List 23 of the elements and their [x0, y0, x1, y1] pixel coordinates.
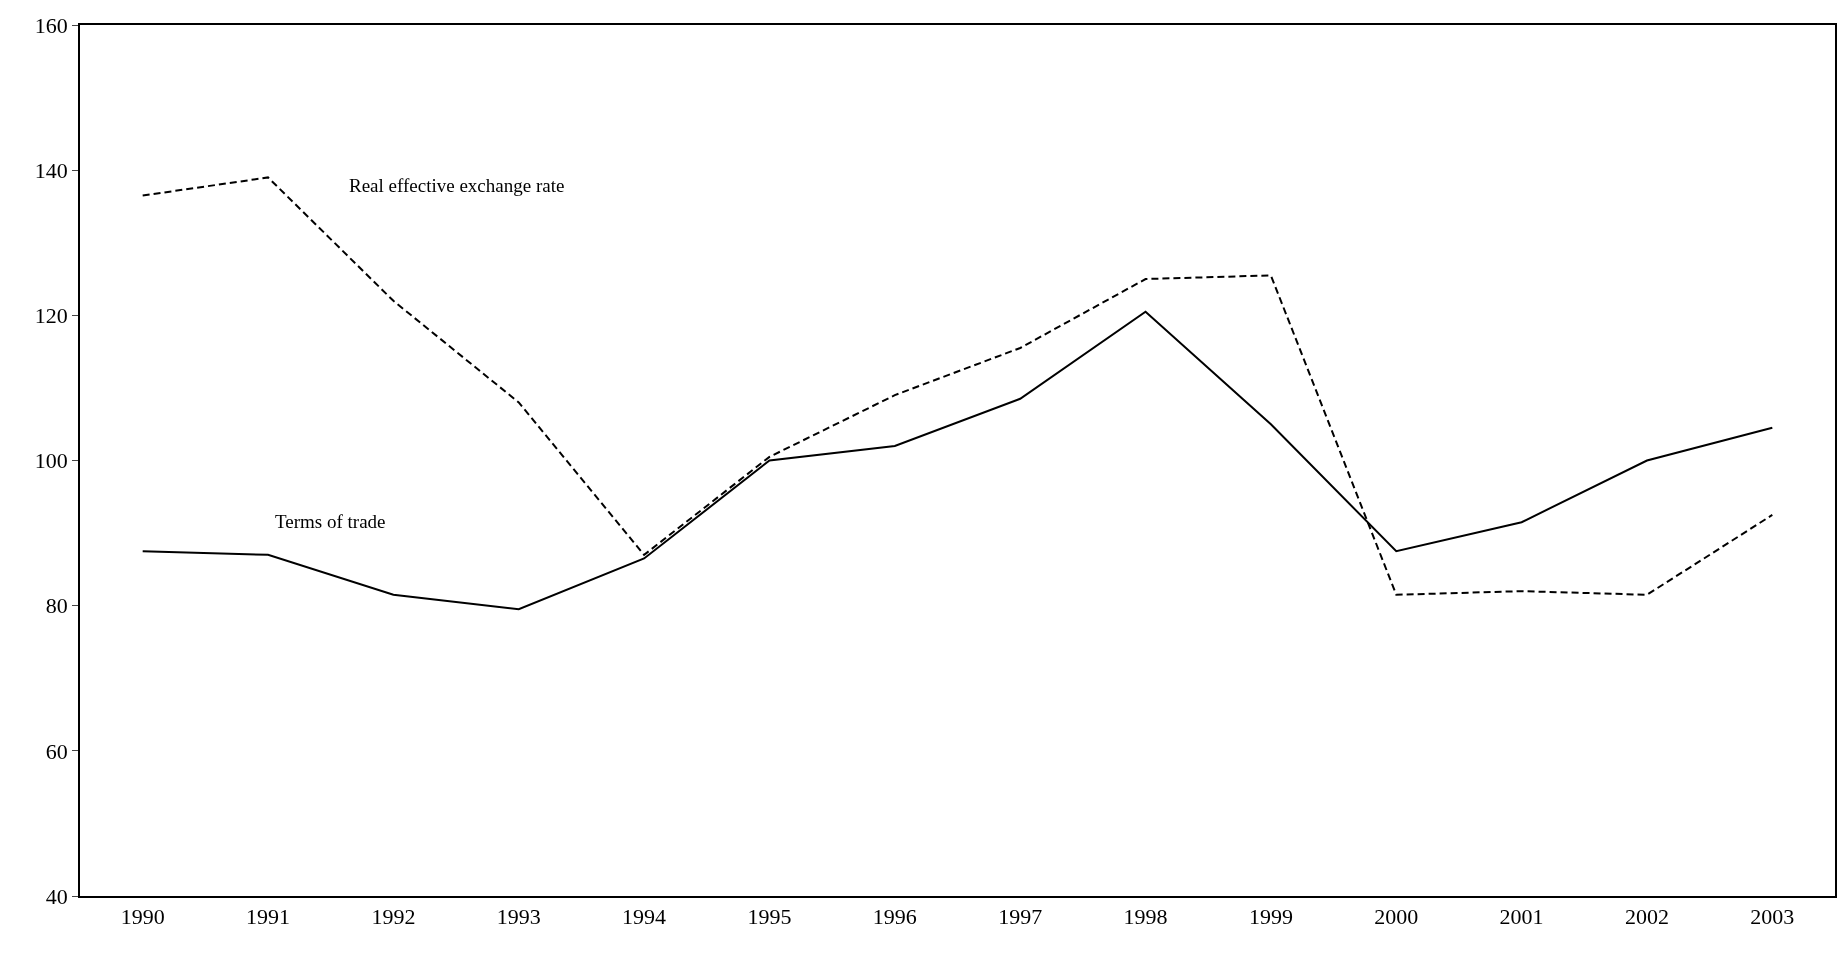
- x-tick-label: 1995: [747, 904, 792, 930]
- x-tick-label: 2001: [1499, 904, 1544, 930]
- series-label: Terms of trade: [275, 511, 386, 532]
- y-tick-label: 120: [34, 303, 68, 329]
- y-tick-label: 80: [45, 593, 68, 619]
- x-tick-label: 2000: [1374, 904, 1419, 930]
- x-tick-label: 1991: [246, 904, 291, 930]
- x-tick-label: 1992: [371, 904, 416, 930]
- text: Real effective exchange rate: [349, 175, 565, 196]
- x-tick-label: 1998: [1123, 904, 1168, 930]
- x-tick-label: 1996: [872, 904, 917, 930]
- x-tick-label: 2003: [1750, 904, 1795, 930]
- x-tick-label: 2002: [1624, 904, 1669, 930]
- x-tick-label: 1997: [998, 904, 1043, 930]
- x-tick-label: 1999: [1248, 904, 1293, 930]
- y-tick-label: 40: [45, 883, 68, 909]
- x-tick-label: 1993: [496, 904, 541, 930]
- x-tick-label: 1990: [120, 904, 165, 930]
- y-tick-label: 60: [45, 738, 68, 764]
- y-tick-label: 100: [34, 448, 68, 474]
- x-tick-label: 1994: [622, 904, 667, 930]
- y-tick-label: 140: [34, 157, 68, 183]
- y-tick-label: 160: [34, 12, 68, 38]
